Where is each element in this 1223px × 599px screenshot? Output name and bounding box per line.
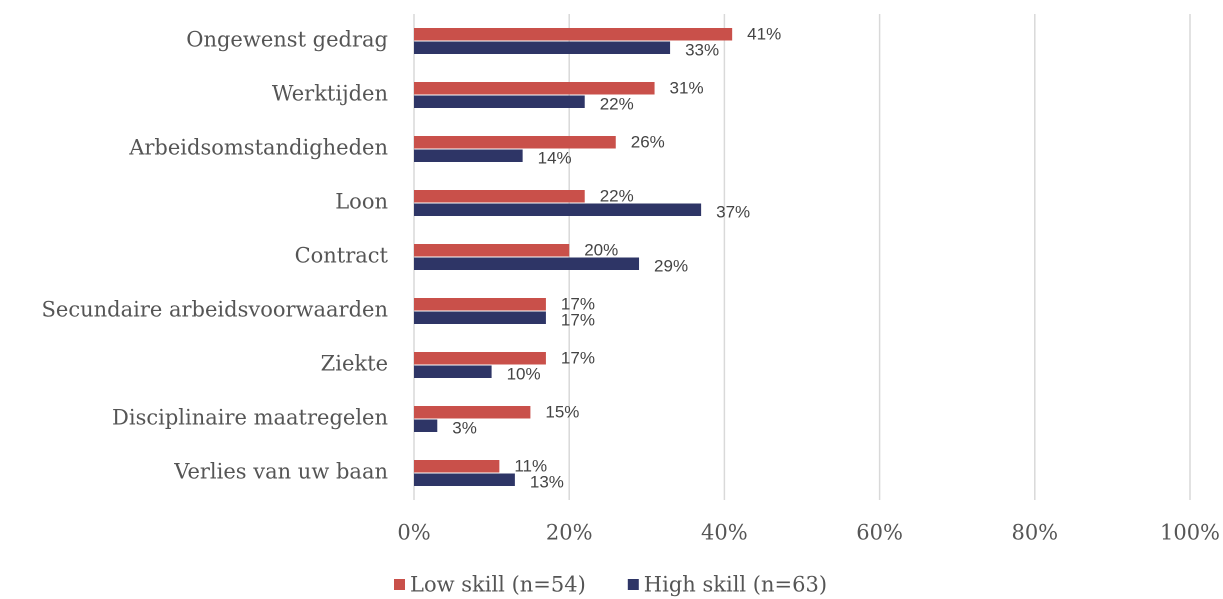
data-label: 22% [600, 94, 634, 113]
bar [414, 203, 702, 216]
legend-label: Low skill (n=54) [410, 573, 586, 597]
data-label: 14% [538, 148, 572, 167]
legend-label: High skill (n=63) [644, 573, 827, 597]
y-tick-label: Verlies van uw baan [173, 460, 388, 484]
bar [414, 82, 655, 95]
bar [414, 149, 523, 162]
data-label: 15% [545, 402, 579, 421]
bar [414, 298, 546, 311]
data-label: 33% [685, 40, 719, 59]
bar [414, 460, 500, 473]
data-label: 37% [716, 202, 750, 221]
bar [414, 406, 531, 419]
y-tick-label: Werktijden [272, 82, 388, 106]
y-tick-label: Contract [295, 244, 389, 268]
bar [414, 28, 733, 41]
bar [414, 352, 546, 365]
x-tick-label: 20% [546, 521, 593, 545]
data-label: 31% [670, 78, 704, 97]
bar [414, 365, 492, 378]
x-tick-label: 0% [397, 521, 430, 545]
x-tick-label: 100% [1160, 521, 1220, 545]
data-label: 17% [561, 348, 595, 367]
data-label: 29% [654, 256, 688, 275]
y-tick-label: Loon [335, 190, 388, 214]
bar [414, 95, 585, 108]
y-tick-label: Ziekte [321, 352, 388, 376]
data-label: 17% [561, 294, 595, 313]
bar [414, 244, 570, 257]
bar [414, 41, 671, 54]
data-label: 22% [600, 186, 634, 205]
bar [414, 419, 438, 432]
bar [414, 136, 616, 149]
x-tick-label: 80% [1011, 521, 1058, 545]
data-label: 11% [514, 456, 547, 475]
x-tick-label: 40% [701, 521, 748, 545]
data-label: 41% [747, 24, 781, 43]
data-label: 17% [561, 310, 595, 329]
bar [414, 190, 585, 203]
x-tick-label: 60% [856, 521, 903, 545]
data-label: 3% [452, 418, 477, 437]
data-label: 13% [530, 472, 564, 491]
bar [414, 473, 515, 486]
y-tick-label: Disciplinaire maatregelen [112, 406, 388, 430]
y-tick-label: Arbeidsomstandigheden [128, 136, 388, 160]
y-tick-label: Secundaire arbeidsvoorwaarden [42, 298, 388, 322]
legend-swatch [627, 579, 639, 590]
data-label: 10% [507, 364, 541, 383]
bar [414, 257, 640, 270]
data-label: 26% [631, 132, 665, 151]
y-tick-label: Ongewenst gedrag [186, 28, 388, 52]
data-label: 20% [584, 240, 618, 259]
bar [414, 311, 546, 324]
legend-swatch [394, 579, 405, 590]
